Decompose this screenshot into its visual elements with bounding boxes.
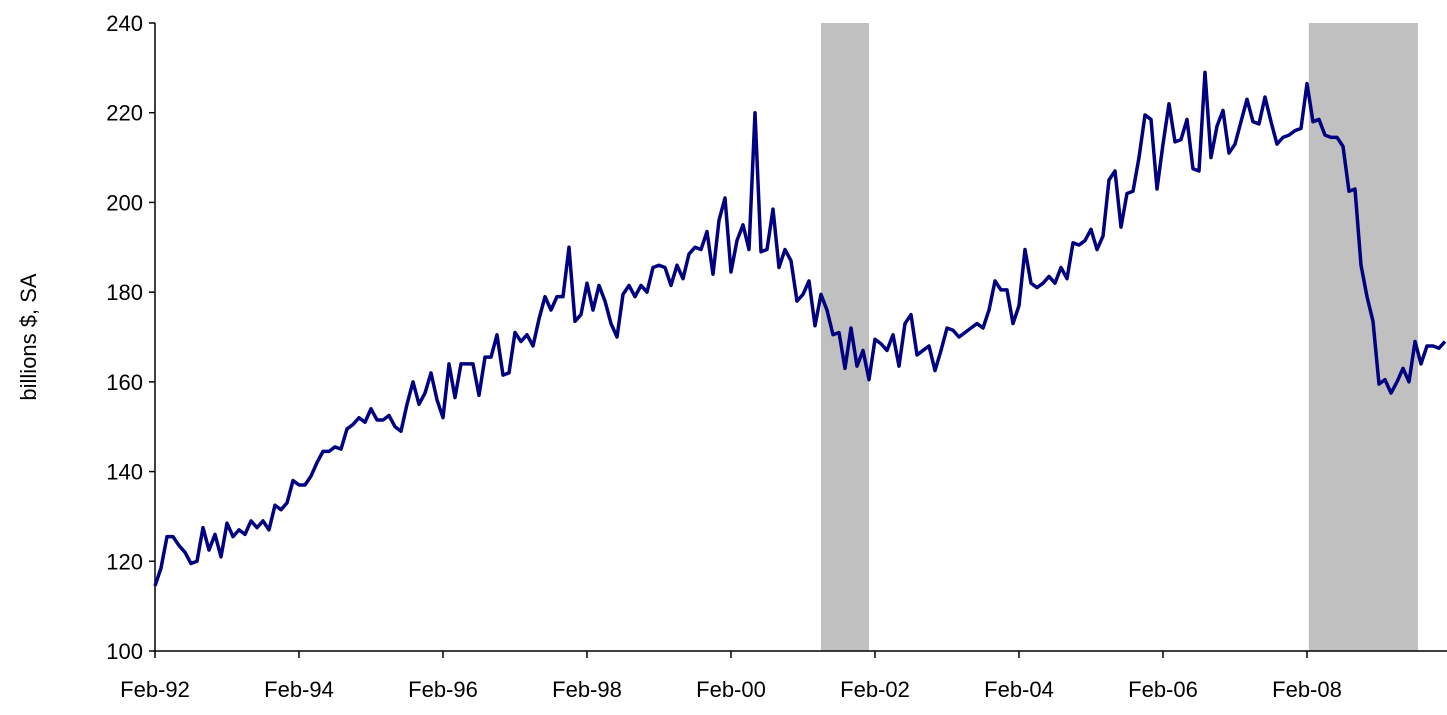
y-tick-label: 180 [106, 280, 143, 305]
x-tick-label: Feb-04 [984, 677, 1054, 702]
y-tick-label: 200 [106, 190, 143, 215]
y-tick-label: 100 [106, 639, 143, 664]
shaded-period [821, 23, 869, 651]
x-tick-label: Feb-00 [696, 677, 766, 702]
y-tick-label: 220 [106, 101, 143, 126]
y-tick-label: 160 [106, 370, 143, 395]
x-tick-label: Feb-96 [408, 677, 478, 702]
x-tick-label: Feb-98 [552, 677, 622, 702]
shaded-period [1308, 23, 1418, 651]
y-axis-label: billions $, SA [16, 273, 41, 401]
x-tick-label: Feb-94 [264, 677, 334, 702]
x-tick-label: Feb-92 [120, 677, 190, 702]
x-tick-label: Feb-06 [1128, 677, 1198, 702]
y-tick-label: 140 [106, 460, 143, 485]
x-tick-label: Feb-02 [840, 677, 910, 702]
y-tick-label: 120 [106, 549, 143, 574]
x-tick-label: Feb-08 [1272, 677, 1342, 702]
y-tick-label: 240 [106, 11, 143, 36]
data-line [153, 70, 1447, 587]
